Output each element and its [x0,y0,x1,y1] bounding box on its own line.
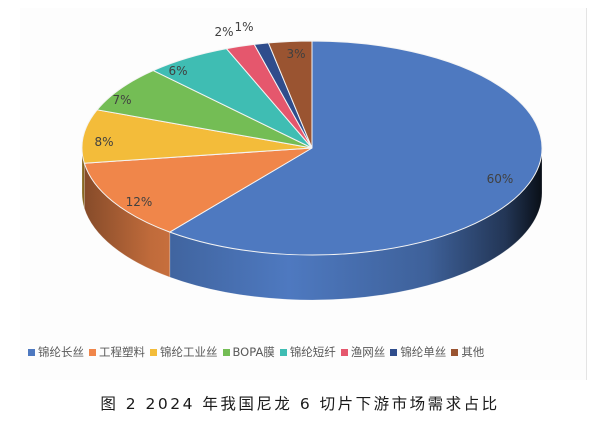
data-label: 60% [487,172,514,186]
pie-slice [267,40,313,149]
legend-item: 其他 [451,344,484,360]
legend-label: BOPA膜 [232,345,275,359]
pie-chart: 60% 12% 8% 7% 6% 2% 1% 3% [81,20,543,301]
data-label: 2% [214,25,233,39]
legend-swatch-icon [390,348,398,356]
legend-label: 其他 [461,345,485,359]
legend-item: 渔网丝 [340,344,386,360]
figure-caption: 图 2 2024 年我国尼龙 6 切片下游市场需求占比 [100,395,500,413]
legend-label: 锦纶单丝 [400,345,447,359]
legend-label: 锦纶长丝 [38,345,84,359]
legend-swatch-icon [28,348,35,356]
data-label: 6% [168,64,187,78]
data-label: 3% [286,47,305,61]
pie-slice [81,109,313,164]
legend-swatch-icon [451,348,459,356]
data-label: 1% [234,20,253,34]
data-label: 12% [126,195,153,209]
pie-slice [96,70,313,149]
legend-swatch-icon [150,348,157,356]
data-label: 8% [94,135,113,149]
legend-item: 锦纶长丝 [28,344,84,360]
legend-item: 锦纶单丝 [390,344,446,360]
legend-label: 工程塑料 [99,345,145,359]
pie-slice [168,40,543,256]
legend-swatch-icon [279,348,287,356]
legend-item: BOPA膜 [222,344,275,360]
data-label: 7% [112,93,131,107]
legend-item: 工程塑料 [89,344,145,360]
legend-swatch-icon [222,348,230,356]
legend-swatch-icon [340,348,348,356]
legend-label: 锦纶工业丝 [160,345,218,359]
legend-label: 锦纶短纤 [289,345,336,359]
pie-slice [83,147,313,233]
legend-item: 锦纶短纤 [279,344,336,360]
legend: 锦纶长丝 工程塑料 锦纶工业丝 BOPA膜 锦纶短纤 渔网丝 锦纶单丝 其他 [28,344,588,360]
legend-label: 渔网丝 [350,345,386,359]
legend-swatch-icon [89,348,96,356]
chart-area: 60% 12% 8% 7% 6% 2% 1% 3% [20,8,587,380]
legend-item: 锦纶工业丝 [150,344,218,360]
